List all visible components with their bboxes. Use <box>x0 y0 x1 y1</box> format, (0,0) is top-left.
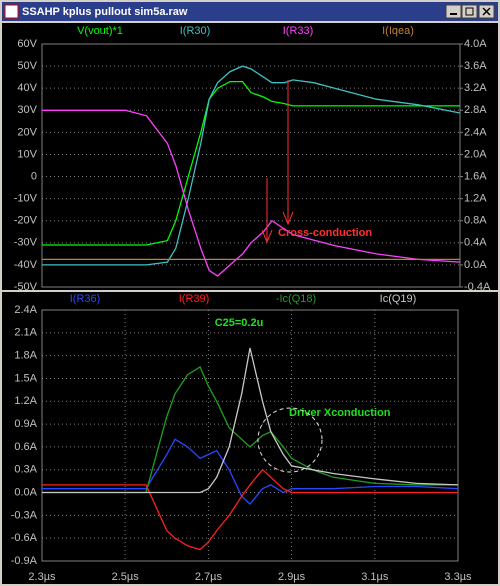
y2-tick-label: 0.8A <box>464 215 487 227</box>
y-tick-label: 0 <box>31 170 37 182</box>
y-tick-label: -40V <box>14 259 38 271</box>
y-tick-label: 10V <box>17 148 37 160</box>
plot-pane <box>2 292 498 584</box>
close-icon <box>482 7 491 16</box>
series-line <box>42 80 460 246</box>
legend-entry: I(R36) <box>70 293 101 305</box>
legend-entry: I(R30) <box>180 25 211 37</box>
y-tick-label: -10V <box>14 193 38 205</box>
y2-tick-label: 4.0A <box>464 38 487 50</box>
legend-entry: -Ic(Q18) <box>276 293 316 305</box>
series-line <box>42 366 458 494</box>
app-icon <box>4 4 19 19</box>
legend-entry: I(Iqea) <box>382 25 414 37</box>
legend-entry: Ic(Q19) <box>380 293 417 305</box>
y-tick-label: 20V <box>17 126 37 138</box>
y-tick-label: -30V <box>14 237 38 249</box>
series-line <box>42 468 458 551</box>
series-line <box>42 347 459 494</box>
annotation: Driver Xconduction <box>289 407 391 419</box>
y2-tick-label: 1.6A <box>464 170 487 182</box>
window-title: SSAHP kplus pullout sim5a.raw <box>22 6 188 18</box>
y2-tick-label: 0.4A <box>464 237 487 249</box>
plot-pane <box>2 23 498 290</box>
x-tick-label: 2.3µs <box>28 571 56 583</box>
title-bar <box>2 2 498 21</box>
y-tick-label: 1.5A <box>14 372 37 384</box>
x-tick-label: 2.9µs <box>278 571 306 583</box>
y2-tick-label: 2.0A <box>464 148 487 160</box>
y-tick-label: 0.0A <box>14 486 37 498</box>
y2-tick-label: 2.4A <box>464 126 487 138</box>
arrow <box>282 80 294 226</box>
y-tick-label: -0.6A <box>11 532 38 544</box>
plot-area <box>41 43 461 288</box>
y2-tick-label: 3.6A <box>464 60 487 72</box>
y-tick-label: 0.6A <box>14 441 37 453</box>
legend-entry: I(R33) <box>283 25 314 37</box>
x-tick-label: 3.1µs <box>361 571 389 583</box>
minimize-button[interactable] <box>445 4 462 19</box>
highlight-circle <box>257 407 323 473</box>
y2-tick-label: 0.0A <box>464 259 487 271</box>
x-tick-label: 2.5µs <box>112 571 140 583</box>
arrow <box>261 178 273 244</box>
y-tick-label: 50V <box>17 60 37 72</box>
y-tick-label: 1.2A <box>14 395 37 407</box>
y-tick-label: -50V <box>14 281 38 293</box>
y2-tick-label: 2.8A <box>464 104 487 116</box>
y-tick-label: 40V <box>17 82 37 94</box>
x-tick-label: 3.3µs <box>444 571 472 583</box>
y2-tick-label: -0.4A <box>464 281 491 293</box>
y-tick-label: 0.3A <box>14 464 37 476</box>
maximize-icon <box>465 7 474 16</box>
y-tick-label: 1.8A <box>14 350 37 362</box>
y-tick-label: 2.1A <box>14 327 37 339</box>
legend-entry: I(R39) <box>179 293 210 305</box>
annotation: C25=0.2u <box>215 317 264 329</box>
y-tick-label: 2.4A <box>14 304 37 316</box>
y-tick-label: -20V <box>14 215 38 227</box>
y2-tick-label: 1.2A <box>464 193 487 205</box>
maximize-button[interactable] <box>461 4 478 19</box>
y-tick-label: 0.9A <box>14 418 37 430</box>
y2-tick-label: 3.2A <box>464 82 487 94</box>
series-line <box>42 438 459 505</box>
legend-entry: V(vout)*1 <box>77 25 123 37</box>
y-tick-label: -0.3A <box>11 509 38 521</box>
y-tick-label: 60V <box>17 38 37 50</box>
y-tick-label: -0.9A <box>11 555 38 567</box>
y-tick-label: 30V <box>17 104 37 116</box>
x-tick-label: 2.7µs <box>195 571 223 583</box>
annotation: Cross-conduction <box>278 227 372 239</box>
series-line <box>42 65 461 266</box>
